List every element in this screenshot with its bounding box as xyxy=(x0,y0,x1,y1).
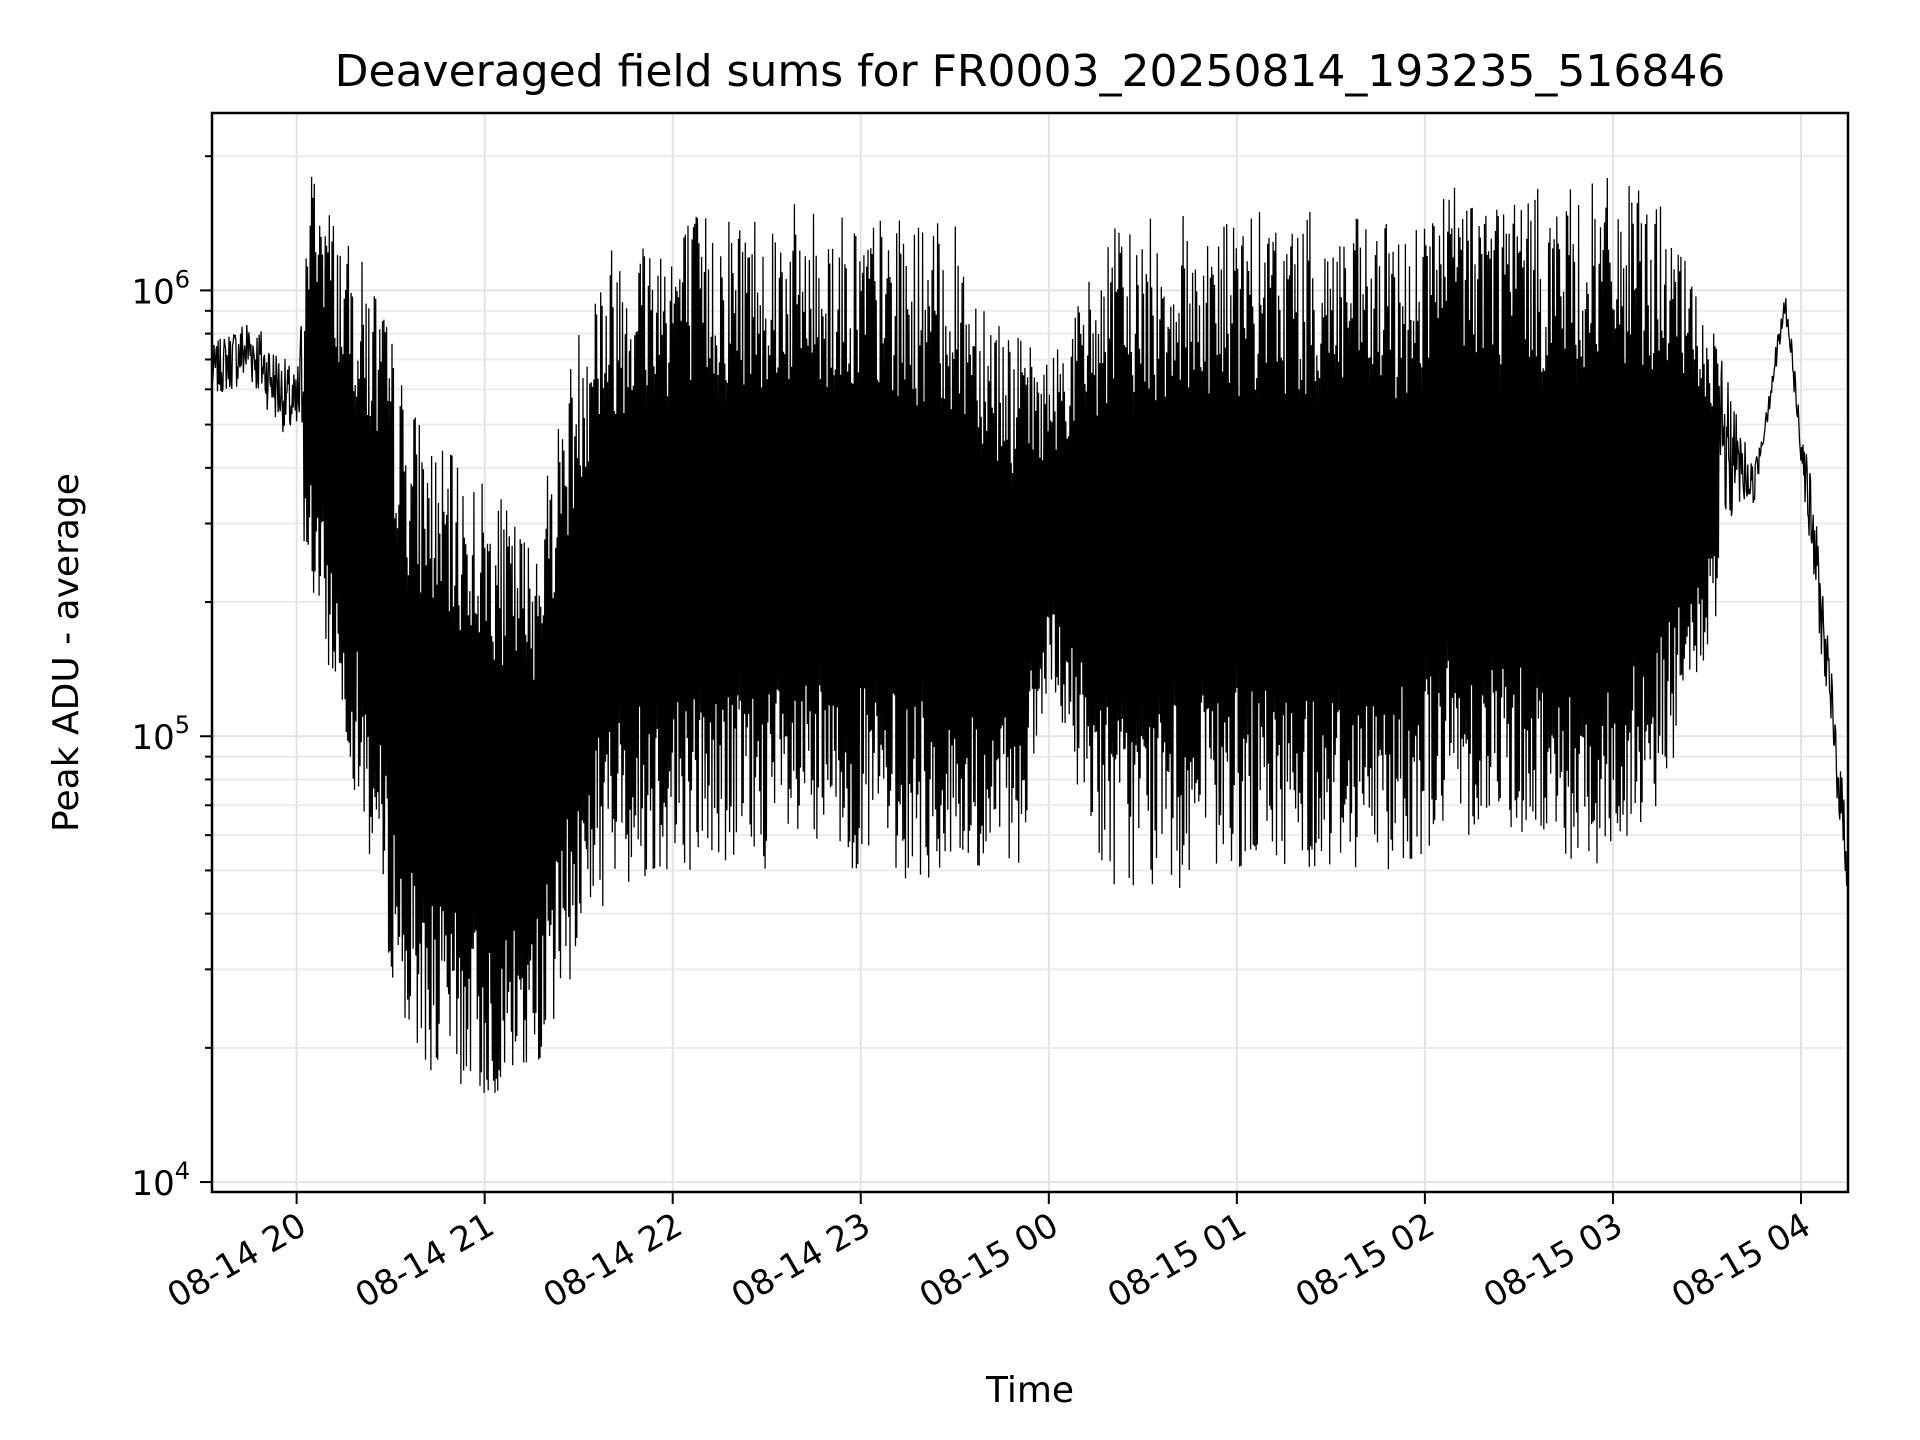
data-layer xyxy=(211,176,1849,1093)
y-tick-label: 106 xyxy=(131,265,190,312)
x-axis-label: Time xyxy=(985,1370,1074,1411)
y-axis-label: Peak ADU - average xyxy=(46,473,87,832)
y-tick-label: 105 xyxy=(131,711,190,758)
series-line xyxy=(211,176,1849,1093)
plot-frame xyxy=(210,111,1850,1194)
y-tick-label: 104 xyxy=(131,1157,190,1204)
chart-title: Deaveraged field sums for FR0003_2025081… xyxy=(335,46,1726,97)
